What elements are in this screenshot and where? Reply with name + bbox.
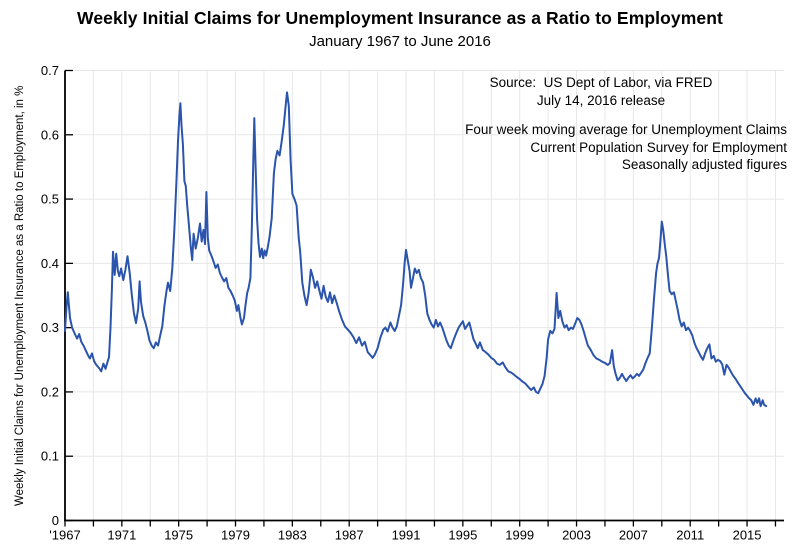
chart-title: Weekly Initial Claims for Unemployment I… xyxy=(77,8,723,28)
note-cps: Current Population Survey for Employment xyxy=(530,139,787,155)
x-tick-label: 1995 xyxy=(448,528,477,543)
x-tick-label: 1983 xyxy=(278,528,307,543)
x-tick-label: 2015 xyxy=(733,528,762,543)
x-tick-label: 1999 xyxy=(505,528,534,543)
x-tick-label: 1971 xyxy=(107,528,136,543)
claims-ratio-line xyxy=(64,91,768,408)
note-seasonal: Seasonally adjusted figures xyxy=(621,157,787,172)
source-annotation: Source: US Dept of Labor, via FRED July … xyxy=(415,74,787,109)
y-tick-label: 0.1 xyxy=(41,449,59,464)
release-line: July 14, 2016 release xyxy=(536,92,666,108)
chart-subtitle: January 1967 to June 2016 xyxy=(309,33,491,50)
x-tick-label: 2007 xyxy=(619,528,648,543)
x-tick-label: 1987 xyxy=(335,528,364,543)
y-tick-label: 0 xyxy=(52,513,59,528)
note-moving-average: Four week moving average for Unemploymen… xyxy=(465,122,787,137)
x-tick-label: 2003 xyxy=(562,528,591,543)
x-tick-label: 1991 xyxy=(392,528,421,543)
y-axis-title: Weekly Initial Claims for Unemployment I… xyxy=(14,85,26,507)
y-tick-label: 0.2 xyxy=(41,384,59,399)
source-line: Source: US Dept of Labor, via FRED xyxy=(489,75,713,90)
x-tick-label: 2011 xyxy=(676,528,704,543)
methodology-annotation: Four week moving average for Unemploymen… xyxy=(317,121,787,174)
y-tick-label: 0.7 xyxy=(41,63,59,78)
y-tick-label: 0.5 xyxy=(41,192,59,207)
y-tick-label: 0.3 xyxy=(41,320,59,335)
y-tick-label: 0.4 xyxy=(41,256,59,271)
x-tick-label: 1975 xyxy=(164,528,193,543)
x-tick-label: 1979 xyxy=(221,528,250,543)
y-tick-label: 0.6 xyxy=(41,127,59,142)
x-tick-label: '1967 xyxy=(49,528,80,543)
